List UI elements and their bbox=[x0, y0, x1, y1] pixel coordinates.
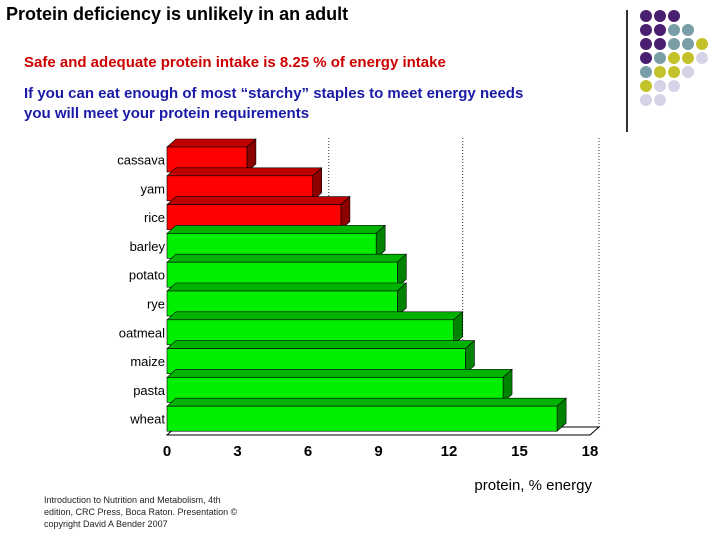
decor-dot bbox=[640, 94, 652, 106]
decor-dot bbox=[668, 10, 680, 22]
decor-dot bbox=[654, 66, 666, 78]
decor-dot bbox=[654, 24, 666, 36]
decor-dot bbox=[640, 80, 652, 92]
decor-dot bbox=[654, 38, 666, 50]
slide-title: Protein deficiency is unlikely in an adu… bbox=[6, 4, 349, 24]
x-tick-label: 9 bbox=[374, 443, 382, 460]
decorative-dot-grid bbox=[640, 10, 720, 120]
slide-subtitle: Safe and adequate protein intake is 8.25… bbox=[24, 54, 446, 71]
decor-dot bbox=[654, 80, 666, 92]
category-label: pasta bbox=[133, 383, 166, 398]
bar-top-pasta bbox=[166, 369, 513, 378]
x-tick-label: 12 bbox=[441, 443, 458, 460]
bar-top-cassava bbox=[166, 138, 257, 148]
bar-top-maize bbox=[166, 340, 476, 349]
bar-top-yam bbox=[166, 167, 323, 177]
decor-dot bbox=[682, 24, 694, 36]
decor-dot bbox=[640, 10, 652, 22]
category-label: potato bbox=[129, 268, 165, 283]
decor-dot bbox=[682, 52, 694, 64]
decor-dot bbox=[640, 38, 652, 50]
bar-top-rice bbox=[166, 196, 351, 205]
category-label: barley bbox=[130, 239, 166, 254]
bar-wheat bbox=[166, 405, 558, 432]
decorative-divider bbox=[626, 10, 628, 132]
decor-dot bbox=[640, 24, 652, 36]
category-label: rye bbox=[147, 297, 165, 312]
decor-dot bbox=[696, 52, 708, 64]
copyright-credit: Introduction to Nutrition and Metabolism… bbox=[44, 495, 238, 529]
note-line-1: If you can eat enough of most “starchy” … bbox=[24, 85, 524, 102]
decor-dot bbox=[668, 38, 680, 50]
x-tick-label: 0 bbox=[163, 443, 171, 460]
category-label: oatmeal bbox=[119, 325, 165, 340]
bar-top-barley bbox=[166, 225, 386, 234]
category-label: yam bbox=[140, 181, 165, 196]
decor-dot bbox=[654, 10, 666, 22]
x-tick-label: 15 bbox=[511, 443, 528, 460]
decor-dot bbox=[668, 66, 680, 78]
x-tick-label: 6 bbox=[304, 443, 312, 460]
x-tick-label: 18 bbox=[582, 443, 599, 460]
decor-dot bbox=[668, 52, 680, 64]
decor-dot bbox=[696, 38, 708, 50]
decor-dot bbox=[668, 80, 680, 92]
category-label: cassava bbox=[117, 153, 165, 168]
category-label: rice bbox=[144, 210, 165, 225]
decor-dot bbox=[682, 38, 694, 50]
bar-top-wheat bbox=[166, 397, 567, 407]
slide-note: If you can eat enough of most “starchy” … bbox=[24, 84, 624, 124]
bar-top-oatmeal bbox=[166, 311, 464, 321]
note-line-2: you will meet your protein requirements bbox=[24, 105, 310, 122]
decor-dot bbox=[640, 66, 652, 78]
x-axis-label: protein, % energy bbox=[474, 477, 592, 494]
decor-dot bbox=[654, 94, 666, 106]
decor-dot bbox=[640, 52, 652, 64]
bar-top-potato bbox=[166, 253, 408, 263]
category-label: maize bbox=[130, 354, 165, 369]
decor-dot bbox=[654, 52, 666, 64]
x-tick-label: 3 bbox=[233, 443, 241, 460]
decor-dot bbox=[668, 24, 680, 36]
category-label: wheat bbox=[129, 412, 165, 427]
decor-dot bbox=[682, 66, 694, 78]
bar-top-rye bbox=[166, 282, 408, 292]
